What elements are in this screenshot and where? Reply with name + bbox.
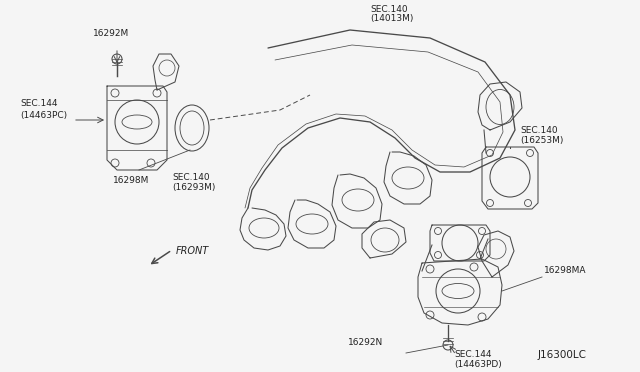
Text: SEC.140: SEC.140 [172,173,210,182]
Text: 16292M: 16292M [93,29,129,38]
Text: SEC.140: SEC.140 [370,5,408,14]
Text: (16253M): (16253M) [520,136,563,145]
Text: SEC.144: SEC.144 [20,99,58,108]
Text: (14463PC): (14463PC) [20,111,67,120]
Text: 16298M: 16298M [113,176,149,185]
Text: (14463PD): (14463PD) [454,360,502,369]
Text: FRONT: FRONT [176,246,209,256]
Text: J16300LC: J16300LC [538,350,587,360]
Text: SEC.144: SEC.144 [454,350,492,359]
Text: (14013M): (14013M) [370,14,413,23]
Text: (16293M): (16293M) [172,183,216,192]
Text: 16292N: 16292N [348,338,383,347]
Text: SEC.140: SEC.140 [520,126,557,135]
Text: 16298MA: 16298MA [544,266,586,275]
